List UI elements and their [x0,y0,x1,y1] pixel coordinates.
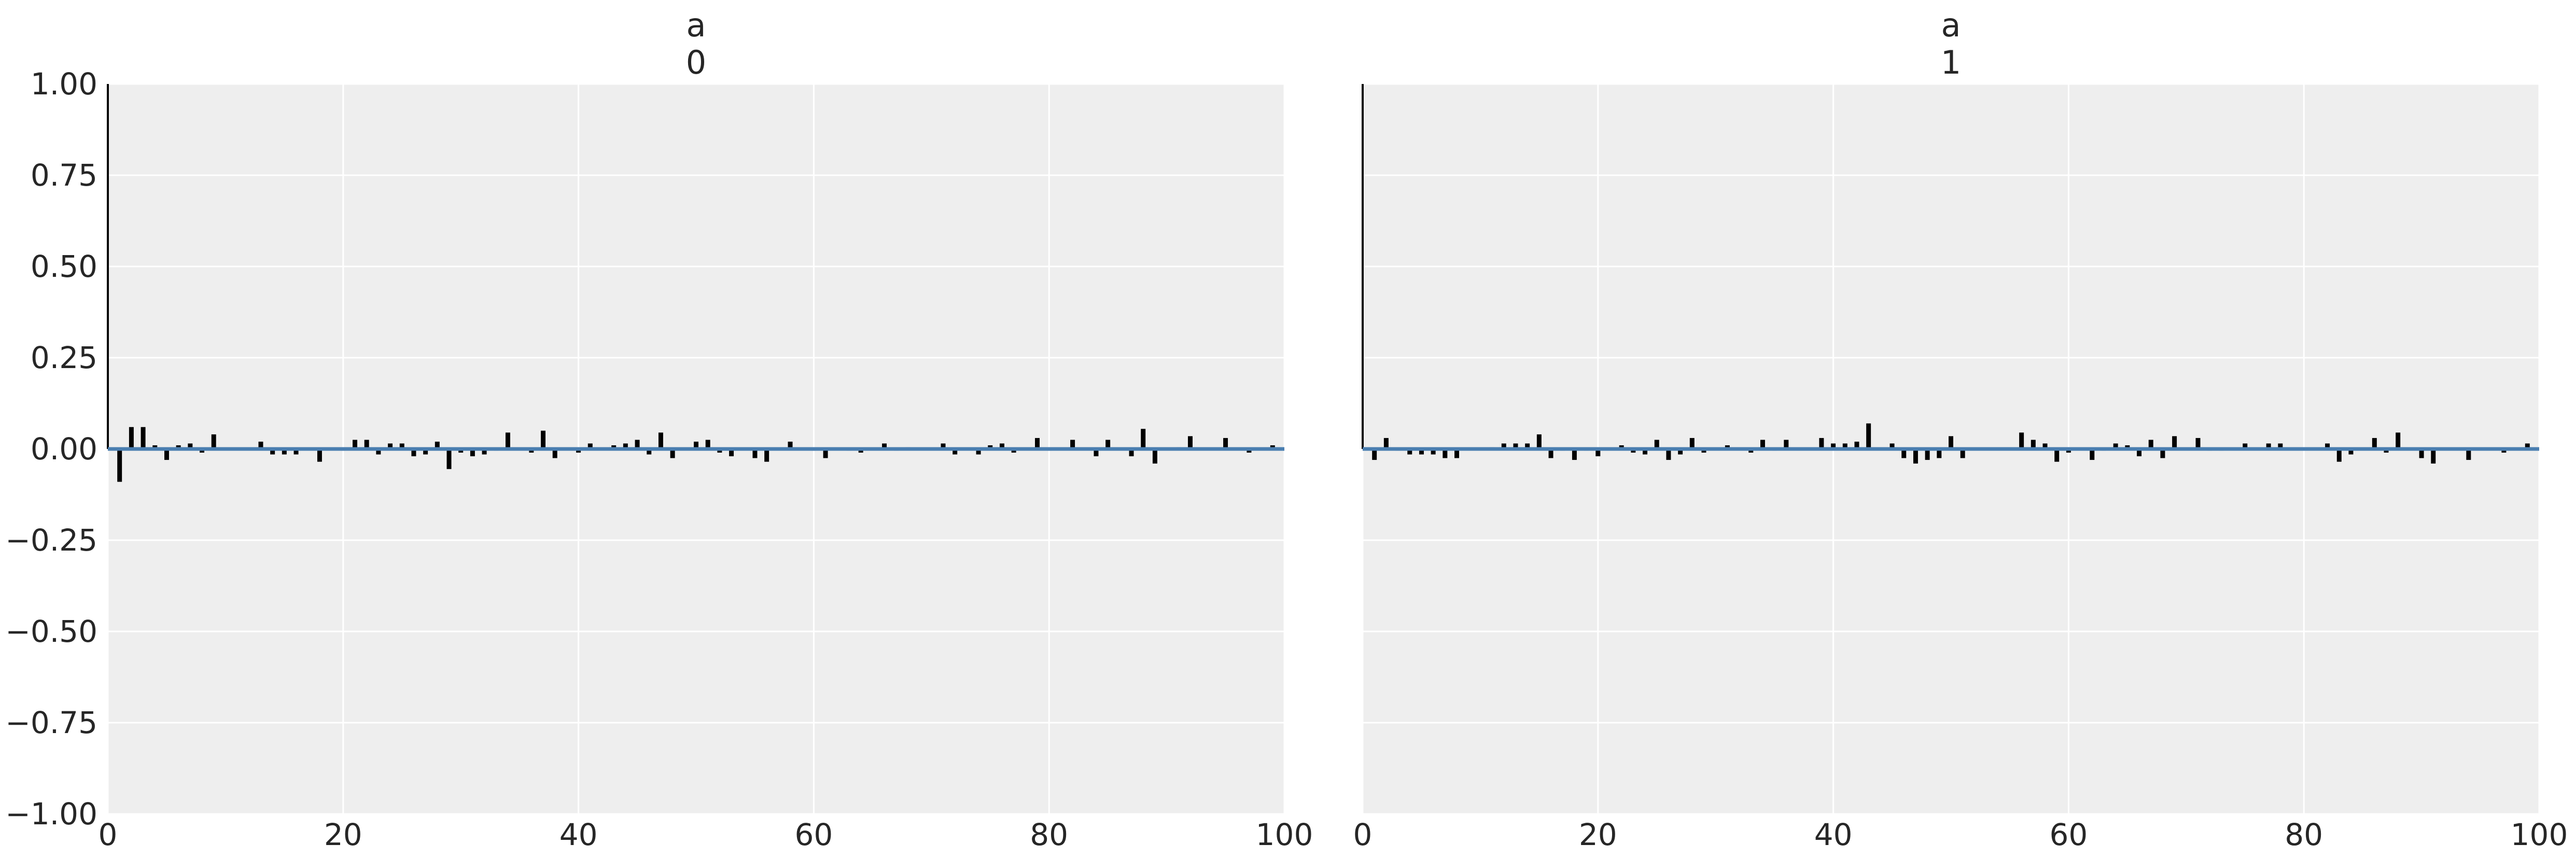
y-tick-label: −0.25 [5,523,97,558]
x-tick-label: 40 [1814,817,1853,852]
y-tick-label: 0.75 [31,158,97,193]
x-tick-label: 0 [1353,817,1373,852]
y-tick-label: −0.50 [5,614,97,649]
x-tick-label: 80 [1030,817,1068,852]
y-tick-label: −0.75 [5,705,97,740]
x-tick-label: 100 [1256,817,1313,852]
x-tick-label: 80 [2285,817,2323,852]
panel-title-index: 1 [1941,44,1961,81]
chart-panel-a-1: 0 20 40 60 80 100 a1 [1353,6,2568,852]
y-tick-label: 0.50 [31,249,97,284]
y-tick-label: 1.00 [31,66,97,102]
chart-panel-a-0: 0 20 40 60 80 100 −1.00 −0.75 −0.50 −0.25 0.00 0.25… [5,6,1313,852]
x-tick-label: 60 [794,817,833,852]
x-tick-label: 40 [559,817,598,852]
y-tick-label: 0.00 [31,431,97,467]
panel-title-var: a [1941,6,1961,44]
y-tick-label: 0.25 [31,340,97,375]
y-tick-label: −1.00 [5,796,97,832]
x-tick-label: 20 [324,817,362,852]
panel-title-var: a [687,6,706,44]
x-tick-label: 60 [2049,817,2088,852]
panel-title-index: 0 [686,44,706,81]
x-tick-label: 20 [1579,817,1617,852]
x-tick-label: 0 [99,817,118,852]
x-tick-label: 100 [2511,817,2568,852]
